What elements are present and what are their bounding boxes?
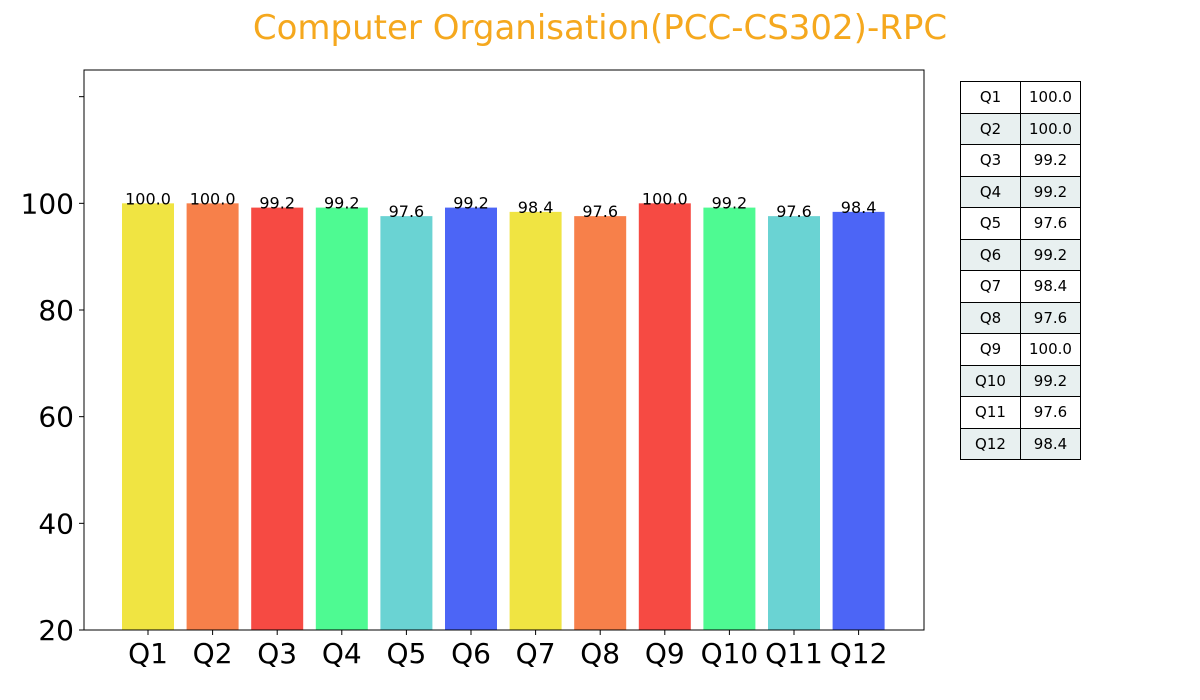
bar-q7 [509, 211, 562, 630]
table-question-cell: Q1 [960, 81, 1021, 114]
value-label: 99.2 [453, 194, 489, 213]
table-row: Q2 100.0 [960, 112, 1081, 145]
x-tick-label: Q1 [128, 637, 168, 670]
x-tick-label: Q12 [830, 637, 888, 670]
table-question-cell: Q3 [960, 144, 1021, 177]
table-question-cell: Q5 [960, 207, 1021, 240]
table-question-cell: Q8 [960, 301, 1021, 334]
value-label: 97.6 [776, 202, 812, 221]
table-row: Q8 97.6 [960, 301, 1081, 334]
table-row: Q12 98.4 [960, 427, 1081, 460]
bar-q3 [251, 207, 304, 630]
table-value-cell: 99.2 [1020, 238, 1081, 271]
x-tick-label: Q10 [701, 637, 759, 670]
bar-q8 [574, 216, 627, 630]
x-tick-label: Q6 [451, 637, 491, 670]
y-tick-label: 40 [38, 507, 74, 540]
table-row: Q11 97.6 [960, 396, 1081, 429]
bar-q6 [445, 207, 497, 630]
table-value-cell: 97.6 [1020, 396, 1081, 429]
value-label: 99.2 [712, 194, 748, 213]
x-tick-label: Q2 [193, 637, 233, 670]
value-label: 97.6 [582, 202, 618, 221]
x-tick-label: Q7 [516, 637, 556, 670]
table-row: Q3 99.2 [960, 144, 1081, 177]
table-question-cell: Q6 [960, 238, 1021, 271]
x-tick-label: Q9 [645, 637, 685, 670]
value-label: 99.2 [324, 194, 360, 213]
y-tick-label: 20 [38, 614, 74, 647]
bar-q11 [768, 216, 820, 630]
table-value-cell: 97.6 [1020, 207, 1081, 240]
table-value-cell: 100.0 [1020, 112, 1081, 145]
x-tick-label: Q4 [322, 637, 362, 670]
table-row: Q6 99.2 [960, 238, 1081, 271]
table-value-cell: 99.2 [1020, 175, 1081, 208]
table-value-cell: 99.2 [1020, 144, 1081, 177]
bar-q4 [315, 207, 368, 630]
bar-q5 [380, 216, 433, 630]
value-label: 98.4 [518, 198, 554, 217]
y-tick-label: 100 [21, 187, 74, 220]
table-question-cell: Q7 [960, 270, 1021, 303]
table-question-cell: Q10 [960, 364, 1021, 397]
table-value-cell: 97.6 [1020, 301, 1081, 334]
table-row: Q1 100.0 [960, 81, 1081, 114]
table-value-cell: 98.4 [1020, 270, 1081, 303]
value-label: 99.2 [259, 194, 295, 213]
table-question-cell: Q2 [960, 112, 1021, 145]
table-row: Q4 99.2 [960, 175, 1081, 208]
x-tick-label: Q11 [765, 637, 823, 670]
x-tick-label: Q3 [257, 637, 297, 670]
table-value-cell: 100.0 [1020, 333, 1081, 366]
table-question-cell: Q9 [960, 333, 1021, 366]
value-label: 98.4 [841, 198, 877, 217]
chart-title: Computer Organisation(PCC-CS302)-RPC [252, 8, 948, 48]
plot-frame [83, 69, 925, 631]
table-row: Q10 99.2 [960, 364, 1081, 397]
table-row: Q7 98.4 [960, 270, 1081, 303]
table-row: Q9 100.0 [960, 333, 1081, 366]
bar-q9 [638, 203, 691, 631]
y-tick-label: 60 [38, 401, 74, 434]
x-tick-label: Q8 [580, 637, 620, 670]
value-label: 100.0 [125, 189, 171, 208]
x-tick-label: Q5 [386, 637, 426, 670]
y-tick-label: 80 [38, 294, 74, 327]
table-value-cell: 100.0 [1020, 81, 1081, 114]
table-value-cell: 98.4 [1020, 427, 1081, 460]
table-row: Q5 97.6 [960, 207, 1081, 240]
value-label: 100.0 [642, 189, 688, 208]
bar-q12 [832, 211, 885, 630]
bar-q10 [703, 207, 756, 630]
bar-q2 [186, 203, 239, 631]
data-table: Q1 100.0 Q2 100.0 Q3 99.2 Q4 99.2 Q5 97.6 Q6 99.2 Q7… [960, 81, 1081, 460]
table-question-cell: Q4 [960, 175, 1021, 208]
table-question-cell: Q12 [960, 427, 1021, 460]
value-label: 97.6 [389, 202, 425, 221]
table-question-cell: Q11 [960, 396, 1021, 429]
bar-q1 [122, 203, 174, 631]
table-value-cell: 99.2 [1020, 364, 1081, 397]
value-label: 100.0 [190, 189, 236, 208]
